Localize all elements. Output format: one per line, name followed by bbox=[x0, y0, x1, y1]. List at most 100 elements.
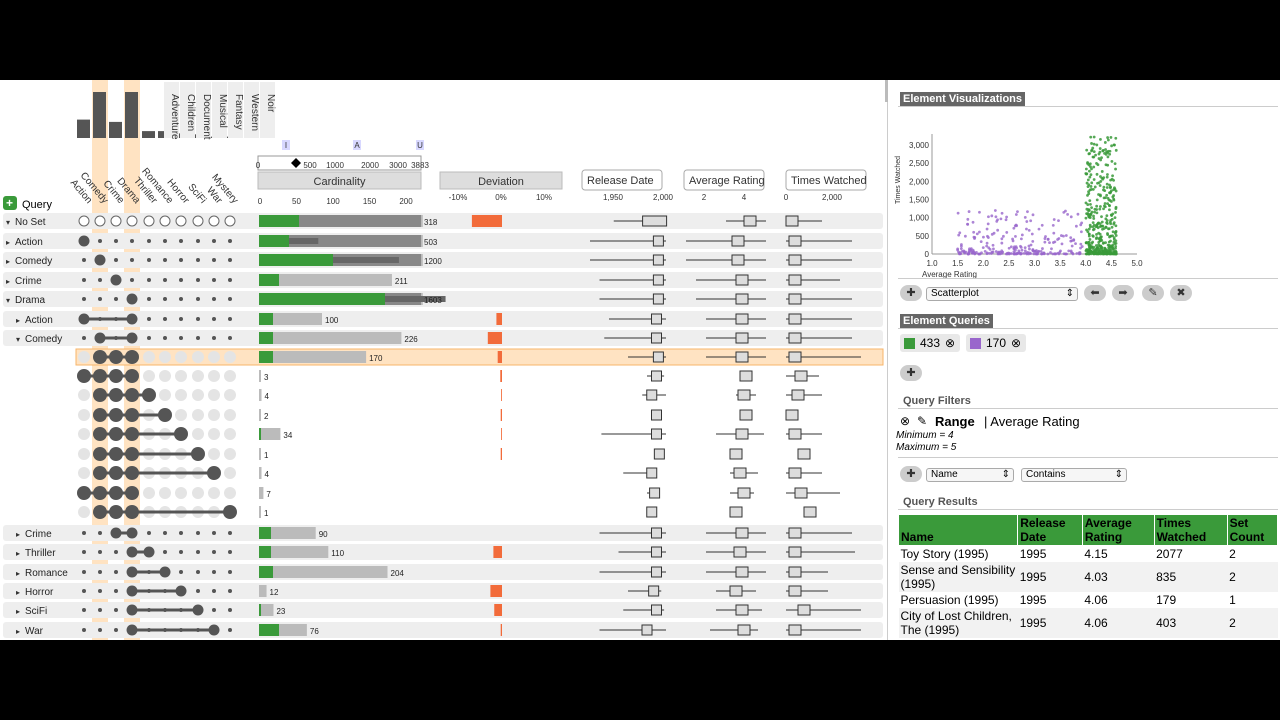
set-size-bar[interactable] bbox=[109, 121, 122, 138]
scatter-point[interactable] bbox=[971, 220, 975, 224]
query-overlap-bar[interactable] bbox=[259, 274, 279, 286]
scatter-point[interactable] bbox=[1052, 231, 1056, 235]
matrix-cell[interactable] bbox=[175, 215, 187, 227]
set-label[interactable]: Document bbox=[201, 94, 212, 140]
scatter-point[interactable] bbox=[1086, 193, 1089, 197]
arrow-left-icon[interactable]: ⬅ bbox=[1084, 285, 1106, 301]
expand-toggle-icon[interactable]: ▸ bbox=[6, 257, 10, 266]
times-boxplot-box[interactable] bbox=[794, 370, 808, 382]
set-row-bg[interactable] bbox=[3, 311, 883, 327]
matrix-cell[interactable] bbox=[82, 628, 86, 632]
query-overlap-bar[interactable] bbox=[259, 313, 273, 325]
scatter-point[interactable] bbox=[1113, 231, 1117, 235]
scatter-point[interactable] bbox=[1114, 207, 1118, 210]
arrow-right-icon[interactable]: ➡ bbox=[1112, 285, 1134, 301]
matrix-cell[interactable] bbox=[224, 409, 236, 421]
matrix-cell[interactable] bbox=[143, 487, 155, 499]
scatter-point[interactable] bbox=[1089, 202, 1092, 206]
times-boxplot-box[interactable] bbox=[788, 254, 802, 266]
scatter-point[interactable] bbox=[1007, 246, 1011, 250]
rating-boxplot-box[interactable] bbox=[737, 624, 751, 636]
matrix-cell[interactable] bbox=[179, 531, 183, 535]
scatter-point[interactable] bbox=[985, 244, 989, 248]
scatter-point[interactable] bbox=[1052, 218, 1056, 221]
matrix-cell[interactable] bbox=[196, 317, 200, 321]
matrix-cell[interactable] bbox=[228, 336, 232, 340]
cardinality-bar[interactable] bbox=[259, 566, 388, 578]
set-size-bar[interactable] bbox=[125, 92, 138, 138]
scatter-point[interactable] bbox=[1112, 237, 1116, 241]
scatter-point[interactable] bbox=[1099, 205, 1102, 208]
expand-toggle-icon[interactable]: ▸ bbox=[16, 316, 20, 325]
filter-field-select[interactable]: Name ⇕ bbox=[926, 468, 1014, 482]
rating-boxplot-box[interactable] bbox=[735, 351, 749, 363]
matrix-cell[interactable] bbox=[196, 278, 200, 282]
matrix-cell[interactable] bbox=[130, 258, 134, 262]
matrix-cell[interactable] bbox=[228, 317, 232, 321]
scatter-point[interactable] bbox=[1004, 218, 1008, 222]
matrix-cell[interactable] bbox=[94, 215, 106, 227]
row-label[interactable]: War bbox=[25, 626, 44, 637]
set-label-bg[interactable] bbox=[164, 82, 179, 138]
query-chip[interactable]: 433 ⊗ bbox=[900, 334, 960, 352]
release-boxplot-box[interactable] bbox=[646, 389, 658, 401]
matrix-cell[interactable] bbox=[208, 370, 220, 382]
set-size-bar[interactable] bbox=[142, 131, 155, 138]
scatter-point[interactable] bbox=[1102, 185, 1106, 189]
row-label[interactable]: Crime bbox=[25, 529, 52, 540]
scatter-point[interactable] bbox=[1012, 226, 1016, 230]
scatter-point[interactable] bbox=[1099, 224, 1103, 228]
times-boxplot-box[interactable] bbox=[788, 546, 802, 558]
set-size-bar[interactable] bbox=[93, 92, 106, 138]
scatter-point[interactable] bbox=[1032, 252, 1036, 256]
scatter-point[interactable] bbox=[966, 252, 970, 256]
scatter-point[interactable] bbox=[979, 240, 983, 243]
scatter-point[interactable] bbox=[1079, 242, 1083, 246]
matrix-cell[interactable] bbox=[78, 409, 90, 421]
scatter-point[interactable] bbox=[1099, 245, 1103, 248]
close-icon[interactable]: ⊗ bbox=[1011, 336, 1022, 350]
matrix-cell[interactable] bbox=[196, 531, 200, 535]
scatter-point[interactable] bbox=[1049, 251, 1052, 254]
scatter-point[interactable] bbox=[1086, 252, 1090, 256]
expand-toggle-icon[interactable]: ▸ bbox=[16, 549, 20, 558]
scatter-point[interactable] bbox=[1058, 250, 1062, 254]
matrix-cell[interactable] bbox=[147, 239, 151, 243]
matrix-cell[interactable] bbox=[147, 531, 151, 535]
scatter-point[interactable] bbox=[1076, 212, 1080, 216]
scatter-point[interactable] bbox=[1029, 219, 1033, 223]
expand-toggle-icon[interactable]: ▸ bbox=[16, 607, 20, 616]
scatter-point[interactable] bbox=[985, 252, 989, 256]
scatter-point[interactable] bbox=[1085, 228, 1088, 232]
scatter-point[interactable] bbox=[1099, 194, 1102, 198]
matrix-cell[interactable] bbox=[94, 254, 106, 266]
scatter-point[interactable] bbox=[1089, 165, 1092, 169]
scatter-point[interactable] bbox=[985, 227, 989, 231]
release-boxplot-box[interactable] bbox=[648, 585, 660, 597]
times-boxplot-box[interactable] bbox=[788, 624, 802, 636]
set-label-bg[interactable] bbox=[196, 82, 211, 138]
scatter-point[interactable] bbox=[1109, 251, 1112, 255]
scatter-point[interactable] bbox=[1070, 250, 1073, 254]
scatter-point[interactable] bbox=[1015, 251, 1019, 255]
matrix-cell[interactable] bbox=[98, 297, 102, 301]
set-size-bar[interactable] bbox=[77, 119, 90, 138]
scatter-point[interactable] bbox=[1069, 239, 1073, 243]
matrix-cell[interactable] bbox=[114, 239, 118, 243]
scatter-point[interactable] bbox=[1102, 196, 1106, 200]
scatter-point[interactable] bbox=[1105, 214, 1109, 218]
scatter-point[interactable] bbox=[990, 232, 994, 236]
query-overlap-bar[interactable] bbox=[259, 332, 273, 344]
matrix-cell[interactable] bbox=[224, 370, 236, 382]
scatter-point[interactable] bbox=[1102, 227, 1106, 230]
release-boxplot-box[interactable] bbox=[651, 313, 662, 325]
scatter-point[interactable] bbox=[966, 222, 969, 226]
matrix-cell[interactable] bbox=[175, 389, 187, 401]
add-query-button[interactable] bbox=[3, 196, 17, 210]
scatter-point[interactable] bbox=[1099, 180, 1103, 183]
matrix-cell[interactable] bbox=[78, 506, 90, 518]
scatter-point[interactable] bbox=[998, 250, 1002, 254]
scatter-point[interactable] bbox=[1029, 243, 1033, 247]
scatter-point[interactable] bbox=[1060, 234, 1063, 237]
scatter-point[interactable] bbox=[1015, 224, 1019, 228]
